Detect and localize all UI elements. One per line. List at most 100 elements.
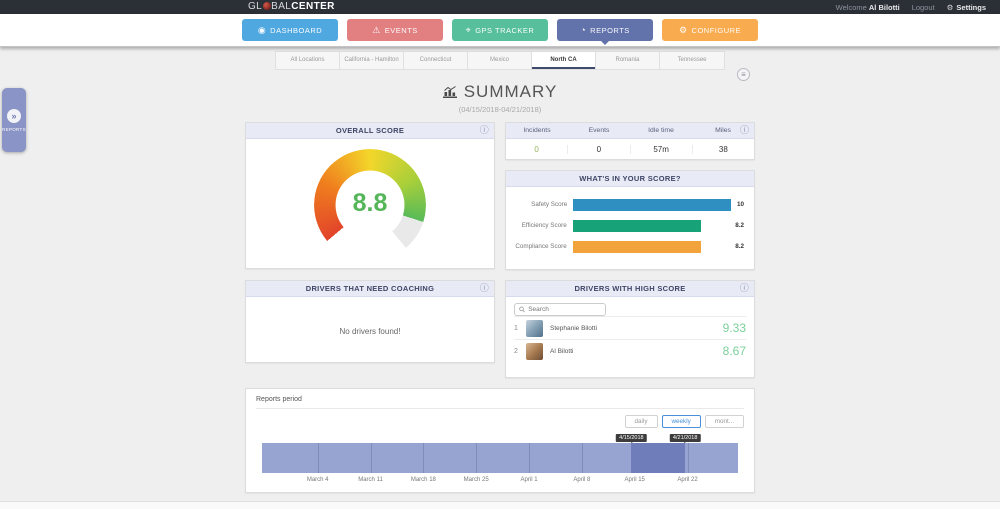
driver-avatar: [526, 319, 543, 337]
content-area: All Locations California - Hamilton Conn…: [0, 47, 1000, 501]
driver-score: 8.67: [722, 344, 746, 358]
reports-period-card: Reports period daily weekly mont... 4/15…: [245, 388, 755, 493]
nav-events-button[interactable]: ⚠ EVENTS: [347, 19, 443, 41]
high-score-body: 1 Stephanie Bilotti 9.33 2 Al Bilotti 8.…: [506, 297, 754, 362]
context-menu-button[interactable]: ≡: [737, 68, 750, 81]
overall-score-gauge-wrap: 8.8: [314, 149, 426, 261]
score-breakdown-header: WHAT'S IN YOUR SCORE?: [506, 171, 754, 187]
timeline-gridline: [317, 443, 319, 473]
miles-value: 38: [718, 144, 728, 154]
topbar: GL BALCENTER Welcome Al Bilotti Logout ⚙ …: [0, 0, 1000, 14]
coaching-empty-message: No drivers found!: [339, 327, 401, 336]
high-score-header: DRIVERS WITH HIGH SCORE ⓘ: [506, 281, 754, 297]
logout-link[interactable]: Logout: [911, 2, 935, 12]
compliance-score-row: Compliance Score 8.2: [512, 240, 744, 253]
safety-score-bar: [573, 198, 731, 211]
logo-text-prefix: GL: [248, 1, 263, 12]
compliance-score-bar: [572, 240, 702, 253]
axis-tick: March 18: [410, 477, 436, 483]
info-icon[interactable]: ⓘ: [479, 283, 489, 293]
axis-tick: April 8: [573, 477, 591, 483]
timeline-gridline: [370, 443, 372, 473]
date-range: (04/15/2018-04/21/2018): [458, 105, 542, 114]
timeline-selection[interactable]: [631, 443, 686, 473]
coaching-header: DRIVERS THAT NEED COACHING ⓘ: [246, 281, 494, 297]
tab-connecticut[interactable]: Connecticut: [404, 52, 468, 69]
period-buttons: daily weekly mont...: [256, 415, 744, 428]
efficiency-score-row: Efficiency Score 8.2: [512, 219, 744, 232]
info-icon[interactable]: ⓘ: [739, 283, 749, 293]
welcome-text: Welcome Al Bilotti: [835, 2, 900, 12]
reports-icon: ◔: [580, 24, 587, 35]
tab-california-hamilton[interactable]: California - Hamilton: [340, 52, 404, 69]
right-column: Incidents Events Idle time Miles ⓘ 0 0 5…: [505, 122, 755, 270]
stats-card: Incidents Events Idle time Miles ⓘ 0 0 5…: [505, 122, 755, 160]
coaching-card: DRIVERS THAT NEED COACHING ⓘ No drivers …: [245, 280, 495, 363]
axis-tick: April 15: [624, 477, 645, 483]
timeline-chart[interactable]: 4/15/2018 4/21/2018: [262, 434, 738, 473]
weekly-button[interactable]: weekly: [661, 415, 701, 428]
axis-tick: March 11: [358, 477, 383, 483]
high-score-card: DRIVERS WITH HIGH SCORE ⓘ 1 Steph: [505, 280, 755, 378]
axis-tick: April 22: [677, 477, 698, 483]
tab-mexico[interactable]: Mexico: [468, 52, 532, 69]
daily-button[interactable]: daily: [624, 415, 658, 428]
driver-search-input[interactable]: [528, 306, 601, 313]
idle-time-value: 57m: [631, 144, 693, 154]
stats-values: 0 0 57m 38: [506, 139, 754, 159]
footer-strip: [0, 501, 1000, 509]
info-icon[interactable]: ⓘ: [479, 125, 489, 135]
stats-col-incidents: Incidents: [523, 127, 551, 134]
warning-icon: ⚠: [372, 24, 381, 35]
driver-search-box: [514, 303, 606, 316]
safety-score-value: 10: [736, 201, 744, 208]
gps-icon: ⌖: [465, 24, 472, 35]
overall-score-value: 8.8: [352, 188, 388, 217]
nav-reports-button[interactable]: ◔ REPORTS: [557, 19, 653, 45]
tab-tennessee[interactable]: Tennessee: [660, 52, 724, 69]
efficiency-score-bar: [572, 219, 702, 232]
safety-score-row: Safety Score 10: [512, 198, 744, 211]
driver-rank: 1: [514, 324, 518, 332]
nav-gps-tracker-button[interactable]: ⌖ GPS TRACKER: [452, 19, 548, 41]
axis-tick: March 4: [306, 477, 329, 483]
overall-score-gauge: [314, 149, 426, 261]
stats-header: Incidents Events Idle time Miles ⓘ: [506, 123, 754, 139]
timeline-gridline: [476, 443, 478, 473]
monthly-button[interactable]: mont...: [704, 415, 744, 428]
stats-col-events: Events: [588, 127, 610, 134]
search-icon: [519, 306, 525, 313]
driver-score: 9.33: [722, 321, 746, 335]
chart-icon: [442, 86, 457, 98]
axis-tick: April 1: [520, 477, 538, 483]
overall-score-header: OVERALL SCORE ⓘ: [246, 123, 494, 139]
app-logo[interactable]: GL BALCENTER: [248, 1, 335, 12]
axis-tick: March 25: [463, 477, 489, 483]
main-column: OVERALL SCORE ⓘ 8.8 Incidents Events Idl…: [245, 122, 755, 493]
logo-text-bold: CENTER: [291, 1, 335, 12]
settings-icon: ⚙: [946, 2, 954, 12]
sidebar-reports-tab[interactable]: » REPORTS: [2, 88, 26, 152]
driver-row[interactable]: 2 Al Bilotti 8.67: [514, 339, 746, 362]
stats-col-miles: Miles: [715, 127, 731, 134]
active-nav-indicator: [601, 41, 609, 49]
tab-all-locations[interactable]: All Locations: [276, 52, 340, 69]
reports-period-label: Reports period: [256, 396, 744, 409]
timeline-gridline: [687, 443, 689, 473]
location-tabs: All Locations California - Hamilton Conn…: [0, 47, 1000, 70]
settings-link[interactable]: ⚙ Settings: [946, 2, 986, 12]
driver-name: Stephanie Bilotti: [550, 324, 597, 332]
selection-end-tooltip: 4/21/2018: [669, 434, 701, 443]
info-icon[interactable]: ⓘ: [739, 125, 749, 135]
timeline-gridline: [423, 443, 425, 473]
tab-romania[interactable]: Romania: [596, 52, 660, 69]
score-breakdown-card: WHAT'S IN YOUR SCORE? Safety Score 10 Ef…: [505, 170, 755, 270]
nav-configure-button[interactable]: ⚙ CONFIGURE: [662, 19, 758, 41]
driver-row[interactable]: 1 Stephanie Bilotti 9.33: [514, 316, 746, 339]
page-head: SUMMARY (04/15/2018-04/21/2018): [0, 82, 1000, 114]
globe-icon: [262, 2, 271, 10]
compliance-score-value: 8.2: [735, 243, 744, 250]
nav-dashboard-button[interactable]: ◉ DASHBOARD: [242, 19, 338, 41]
tab-north-ca[interactable]: North CA: [532, 52, 596, 69]
driver-rank: 2: [514, 347, 518, 355]
